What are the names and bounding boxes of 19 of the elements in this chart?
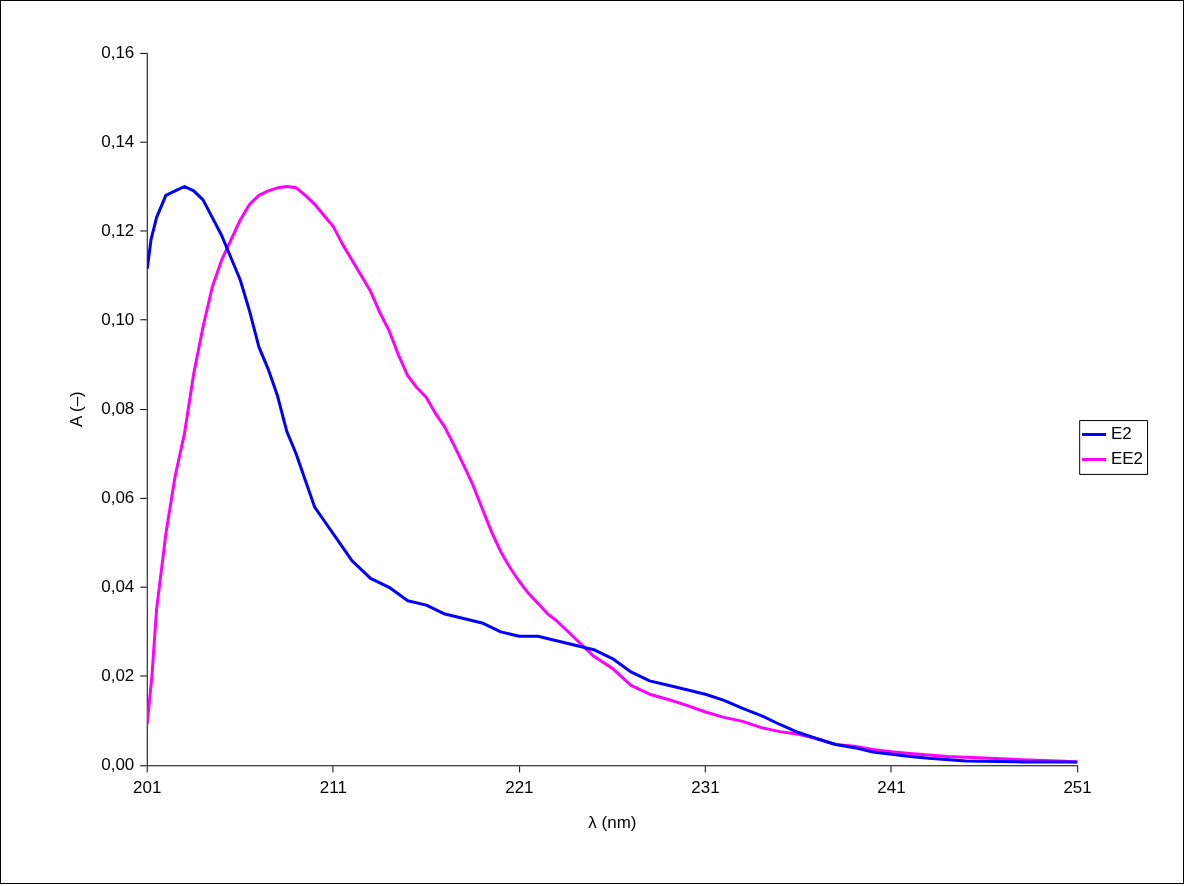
x-tick-label: 231	[691, 778, 720, 798]
x-tick-label: 201	[133, 778, 162, 798]
x-axis-title: λ (nm)	[588, 812, 637, 832]
y-tick-label: 0,12	[101, 220, 135, 240]
y-tick-label: 0,04	[101, 577, 135, 596]
x-tick-label: 241	[877, 778, 906, 798]
x-tick-label: 251	[1063, 778, 1092, 798]
y-tick-label: 0,10	[101, 309, 135, 329]
y-tick-label: 0,06	[101, 487, 135, 507]
legend-label: E2	[1110, 424, 1132, 444]
x-tick-label: 211	[319, 778, 347, 798]
y-tick-label: 0,08	[101, 398, 135, 418]
y-tick-label: 0,00	[101, 755, 135, 775]
y-tick-label: 0,14	[101, 131, 135, 151]
y-axis-title: A (–)	[66, 391, 86, 428]
y-tick-label: 0,02	[101, 666, 135, 686]
legend-label: EE2	[1110, 449, 1144, 469]
x-tick-label: 221	[505, 778, 534, 798]
y-tick-label: 0,16	[101, 42, 135, 62]
